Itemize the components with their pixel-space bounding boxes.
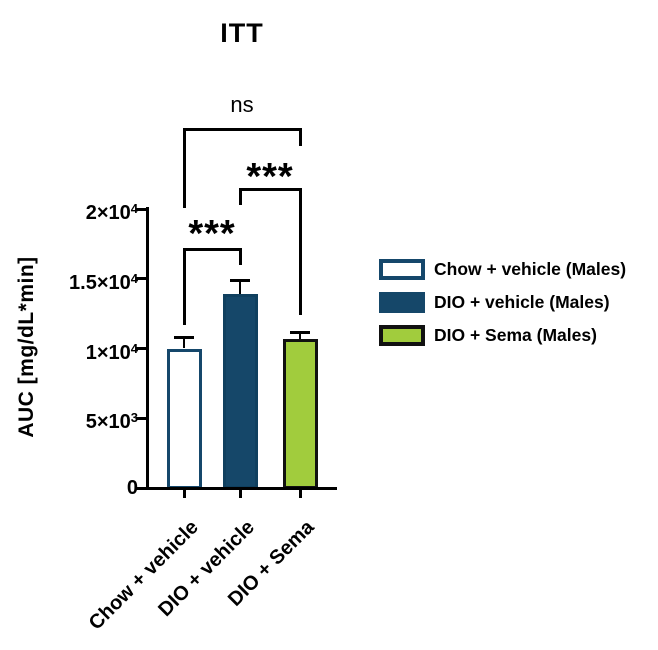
y-tick-label: 1×104 [85, 340, 138, 364]
y-axis-line [146, 207, 149, 490]
legend: Chow + vehicle (Males) DIO + vehicle (Mal… [379, 259, 626, 358]
x-tick-mark [238, 489, 242, 498]
y-tick-label: 5×103 [85, 410, 138, 434]
y-tick-label: 1.5×104 [69, 270, 138, 294]
chart-title: ITT [220, 18, 264, 48]
significance-label: *** [188, 213, 236, 255]
significance-label: ns [230, 92, 254, 117]
bar-dio-vehicle [222, 294, 258, 489]
significance-bracket-arm [238, 248, 242, 265]
legend-swatch [379, 259, 425, 280]
legend-item-dio-sema-males: DIO + Sema (Males) [379, 325, 626, 346]
y-tick-mark [136, 207, 147, 211]
legend-swatch [379, 292, 425, 313]
bar-chow-vehicle [166, 348, 202, 489]
error-bar-cap [230, 279, 250, 283]
error-bar-stem [239, 280, 241, 295]
legend-item-chow-vehicle-males: Chow + vehicle (Males) [379, 259, 626, 280]
y-tick-mark [136, 486, 147, 490]
error-bar-cap [174, 335, 194, 339]
x-tick-mark [182, 489, 186, 498]
y-tick-label: 2×104 [85, 201, 138, 224]
error-bar-stem [299, 332, 301, 340]
x-axis-line [146, 487, 337, 490]
y-tick-mark [136, 277, 147, 281]
legend-item-dio-vehicle-males: DIO + vehicle (Males) [379, 292, 626, 313]
y-tick-label: 0 [126, 477, 138, 499]
significance-bracket-arm [298, 188, 302, 315]
legend-label: DIO + Sema (Males) [434, 325, 597, 345]
legend-label: Chow + vehicle (Males) [434, 259, 627, 279]
bar-dio-sema [282, 339, 318, 489]
significance-bracket-arm [182, 128, 186, 208]
legend-label: DIO + vehicle (Males) [434, 292, 610, 312]
y-tick-mark [136, 416, 147, 420]
significance-bracket-bar [182, 248, 242, 251]
significance-label: *** [246, 156, 294, 198]
significance-bracket-arm [238, 188, 242, 205]
x-tick-mark [298, 489, 302, 498]
significance-bracket-bar [182, 128, 302, 131]
significance-bracket-arm [182, 248, 186, 325]
error-bar-cap [290, 330, 310, 334]
y-tick-mark [136, 347, 147, 350]
significance-bracket-bar [238, 188, 302, 191]
error-bar-stem [183, 337, 185, 349]
significance-bracket-arm [298, 128, 302, 146]
legend-swatch [379, 325, 425, 346]
